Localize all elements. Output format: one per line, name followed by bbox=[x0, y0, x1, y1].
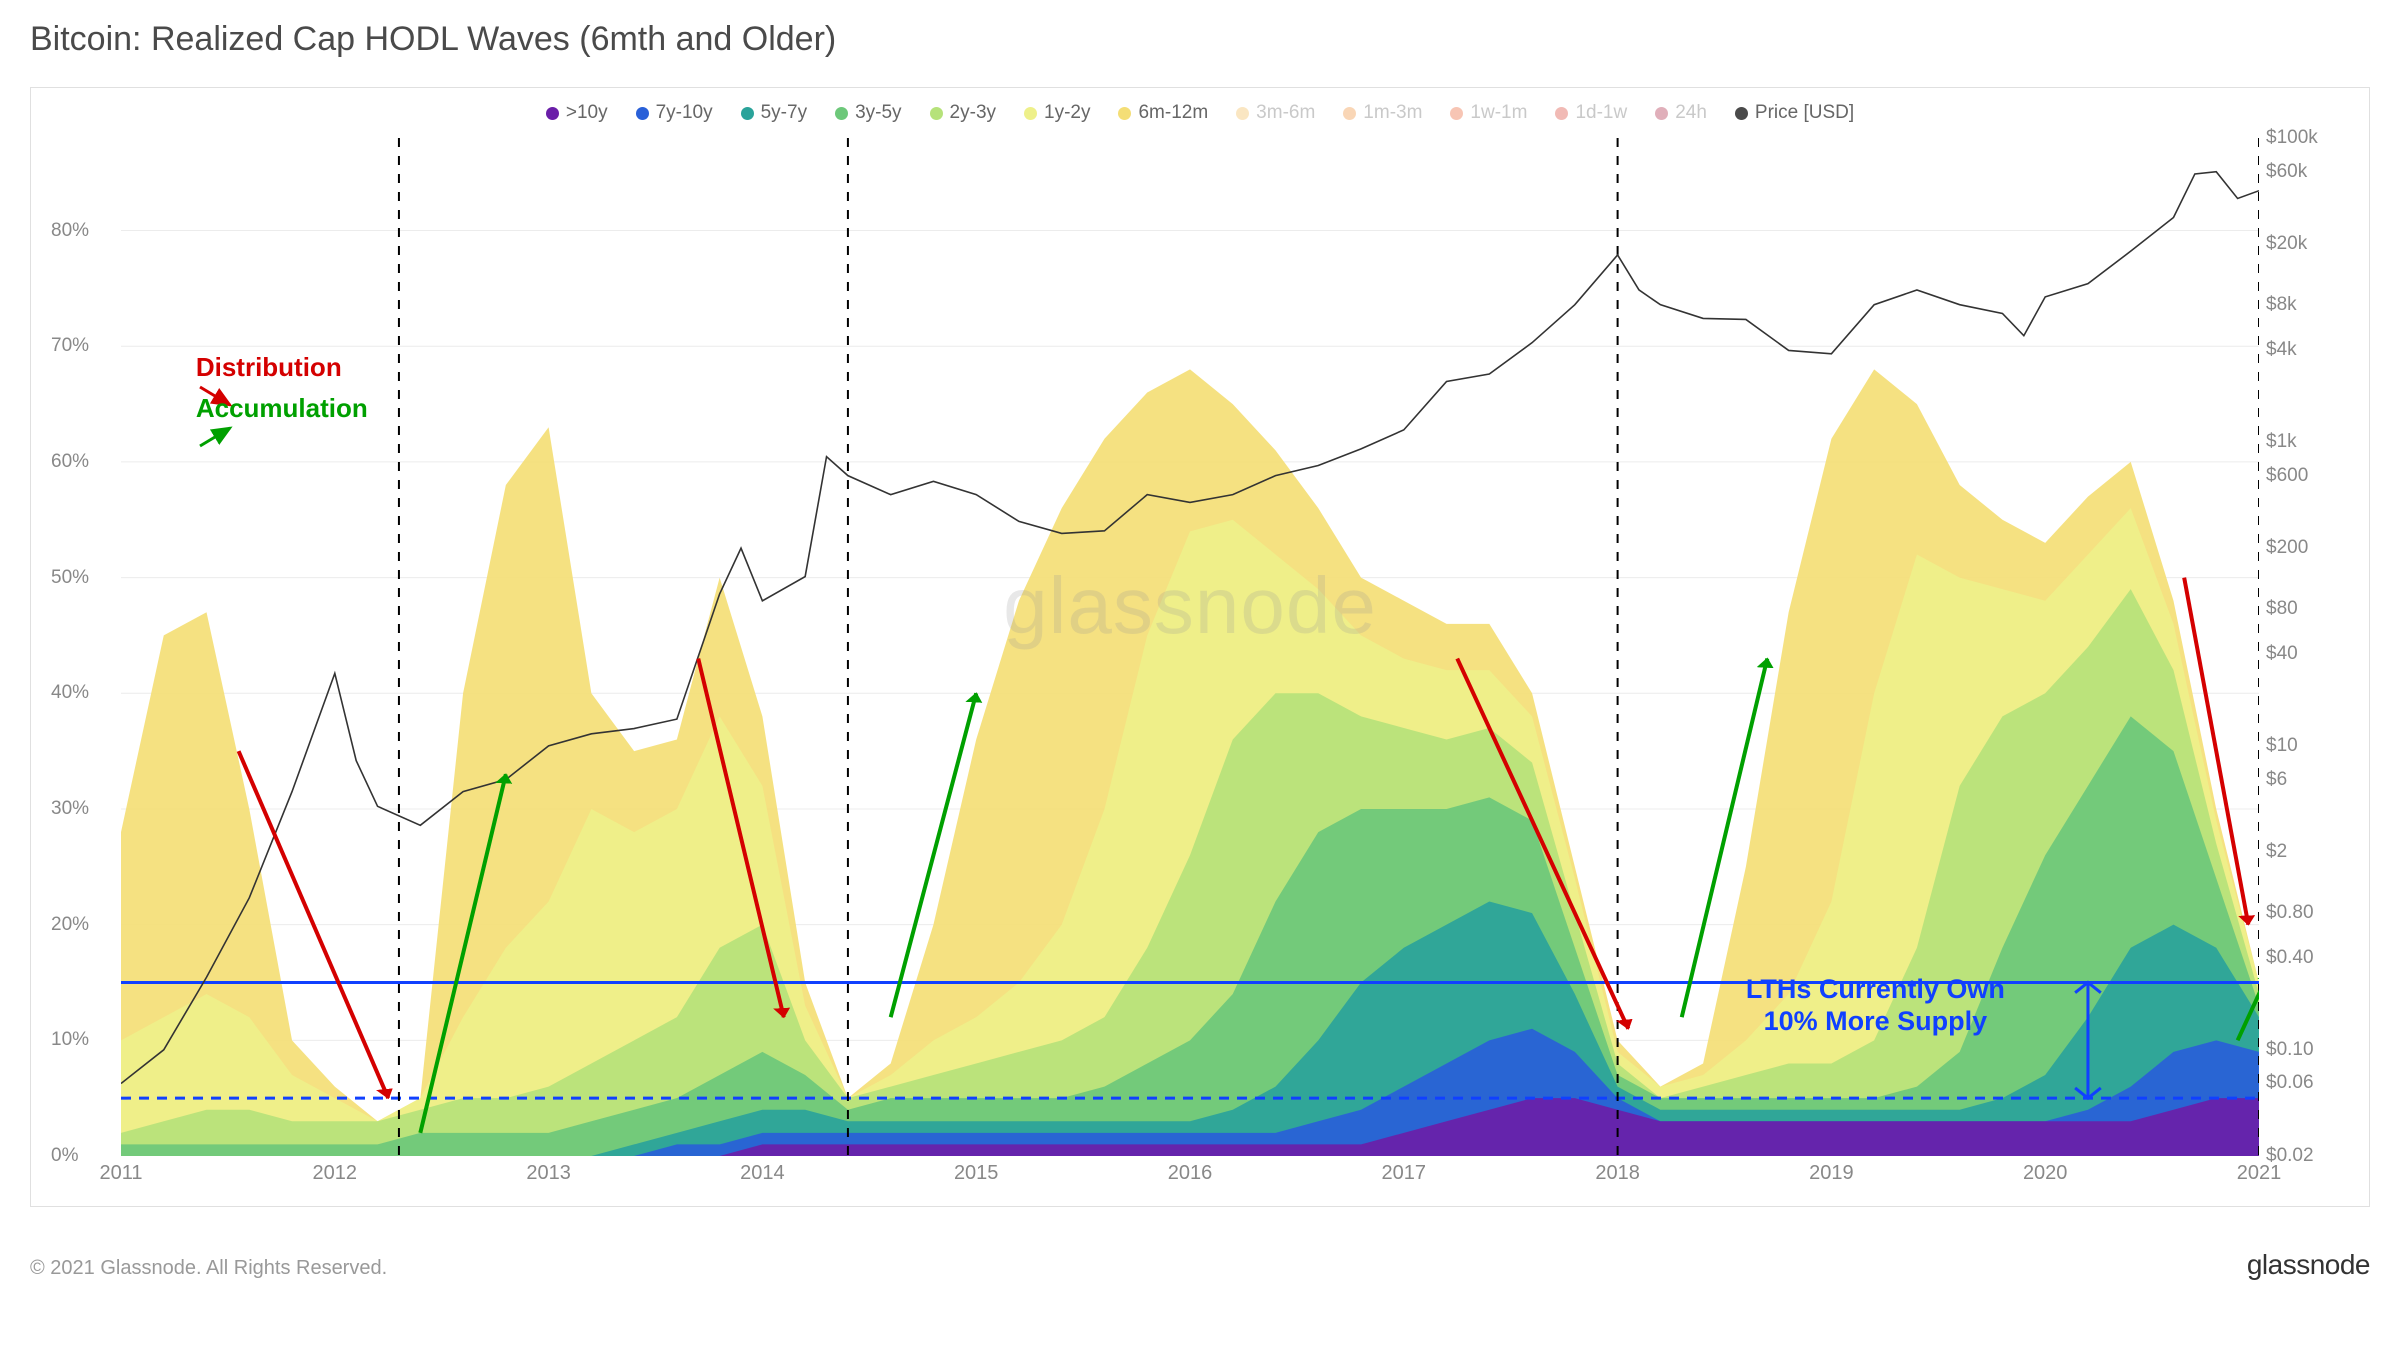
y-left-tick: 50% bbox=[51, 567, 89, 589]
y-right-tick: $8k bbox=[2266, 294, 2297, 316]
legend-item: 5y-7y bbox=[741, 102, 807, 124]
y-left-tick: 0% bbox=[51, 1145, 78, 1167]
legend-swatch bbox=[1024, 107, 1037, 120]
legend-item: 1w-1m bbox=[1450, 102, 1527, 124]
legend-swatch bbox=[546, 107, 559, 120]
legend-item: 1y-2y bbox=[1024, 102, 1090, 124]
legend-label: 1d-1w bbox=[1575, 102, 1627, 124]
y-left-tick: 60% bbox=[51, 451, 89, 473]
legend-item: Price [USD] bbox=[1735, 102, 1854, 124]
x-tick: 2021 bbox=[2237, 1162, 2282, 1185]
legend-swatch bbox=[1118, 107, 1131, 120]
x-tick: 2012 bbox=[313, 1162, 358, 1185]
legend-swatch bbox=[1655, 107, 1668, 120]
x-tick: 2016 bbox=[1168, 1162, 1213, 1185]
chart-title: Bitcoin: Realized Cap HODL Waves (6mth a… bbox=[30, 20, 2370, 59]
y-right-tick: $4k bbox=[2266, 339, 2297, 361]
legend: >10y 7y-10y 5y-7y 3y-5y 2y-3y 1y-2y 6m-12m 3m-6… bbox=[31, 88, 2369, 132]
plot-area: glassnode Distribution Accumulation LTHs… bbox=[121, 138, 2259, 1156]
x-tick: 2014 bbox=[740, 1162, 785, 1185]
y-right-tick: $20k bbox=[2266, 233, 2307, 255]
legend-swatch bbox=[835, 107, 848, 120]
legend-swatch bbox=[741, 107, 754, 120]
legend-swatch bbox=[1343, 107, 1356, 120]
legend-label: 7y-10y bbox=[656, 102, 713, 124]
legend-swatch bbox=[1735, 107, 1748, 120]
chart-container: >10y 7y-10y 5y-7y 3y-5y 2y-3y 1y-2y 6m-12m 3m-6… bbox=[30, 87, 2370, 1207]
x-tick: 2011 bbox=[99, 1162, 142, 1185]
x-tick: 2019 bbox=[1809, 1162, 1854, 1185]
legend-item: 2y-3y bbox=[930, 102, 996, 124]
y-right-tick: $0.06 bbox=[2266, 1072, 2314, 1094]
brand-logo: glassnode bbox=[2247, 1249, 2370, 1281]
legend-item: 6m-12m bbox=[1118, 102, 1208, 124]
footer: © 2021 Glassnode. All Rights Reserved. g… bbox=[30, 1249, 2370, 1281]
y-right-tick: $600 bbox=[2266, 465, 2308, 487]
legend-label: 1y-2y bbox=[1044, 102, 1090, 124]
x-tick: 2013 bbox=[526, 1162, 571, 1185]
y-left-tick: 10% bbox=[51, 1029, 89, 1051]
legend-item: 24h bbox=[1655, 102, 1707, 124]
legend-label: 3y-5y bbox=[855, 102, 901, 124]
y-right-tick: $60k bbox=[2266, 161, 2307, 183]
x-tick: 2017 bbox=[1382, 1162, 1427, 1185]
x-axis: 2011201220132014201520162017201820192020… bbox=[121, 1162, 2259, 1192]
legend-swatch bbox=[930, 107, 943, 120]
legend-label: 5y-7y bbox=[761, 102, 807, 124]
y-right-tick: $6 bbox=[2266, 769, 2287, 791]
y-right-tick: $80 bbox=[2266, 598, 2298, 620]
legend-item: 1d-1w bbox=[1555, 102, 1627, 124]
legend-label: 1m-3m bbox=[1363, 102, 1422, 124]
legend-label: >10y bbox=[566, 102, 608, 124]
legend-label: 2y-3y bbox=[950, 102, 996, 124]
x-tick: 2020 bbox=[2023, 1162, 2068, 1185]
y-left-tick: 30% bbox=[51, 798, 89, 820]
y-right-tick: $0.10 bbox=[2266, 1039, 2314, 1061]
y-axis-left: 0%10%20%30%40%50%60%70%80% bbox=[51, 138, 116, 1156]
y-right-tick: $10 bbox=[2266, 735, 2298, 757]
y-left-tick: 20% bbox=[51, 914, 89, 936]
y-left-tick: 40% bbox=[51, 682, 89, 704]
y-right-tick: $200 bbox=[2266, 537, 2308, 559]
legend-label: Price [USD] bbox=[1755, 102, 1854, 124]
legend-item: 3m-6m bbox=[1236, 102, 1315, 124]
y-right-tick: $1k bbox=[2266, 431, 2297, 453]
y-right-tick: $0.40 bbox=[2266, 947, 2314, 969]
legend-item: 3y-5y bbox=[835, 102, 901, 124]
copyright: © 2021 Glassnode. All Rights Reserved. bbox=[30, 1257, 387, 1280]
legend-label: 3m-6m bbox=[1256, 102, 1315, 124]
y-left-tick: 80% bbox=[51, 220, 89, 242]
x-tick: 2015 bbox=[954, 1162, 999, 1185]
legend-swatch bbox=[1555, 107, 1568, 120]
legend-item: 7y-10y bbox=[636, 102, 713, 124]
legend-swatch bbox=[636, 107, 649, 120]
legend-label: 24h bbox=[1675, 102, 1707, 124]
y-right-tick: $100k bbox=[2266, 127, 2318, 149]
y-right-tick: $0.80 bbox=[2266, 902, 2314, 924]
y-axis-right: $0.02$0.06$0.10$0.40$0.80$2$6$10$40$80$2… bbox=[2266, 138, 2351, 1156]
y-right-tick: $40 bbox=[2266, 643, 2298, 665]
legend-label: 1w-1m bbox=[1470, 102, 1527, 124]
legend-swatch bbox=[1236, 107, 1249, 120]
x-tick: 2018 bbox=[1595, 1162, 1640, 1185]
legend-item: >10y bbox=[546, 102, 608, 124]
legend-swatch bbox=[1450, 107, 1463, 120]
y-right-tick: $2 bbox=[2266, 841, 2287, 863]
y-left-tick: 70% bbox=[51, 335, 89, 357]
legend-label: 6m-12m bbox=[1138, 102, 1208, 124]
legend-item: 1m-3m bbox=[1343, 102, 1422, 124]
